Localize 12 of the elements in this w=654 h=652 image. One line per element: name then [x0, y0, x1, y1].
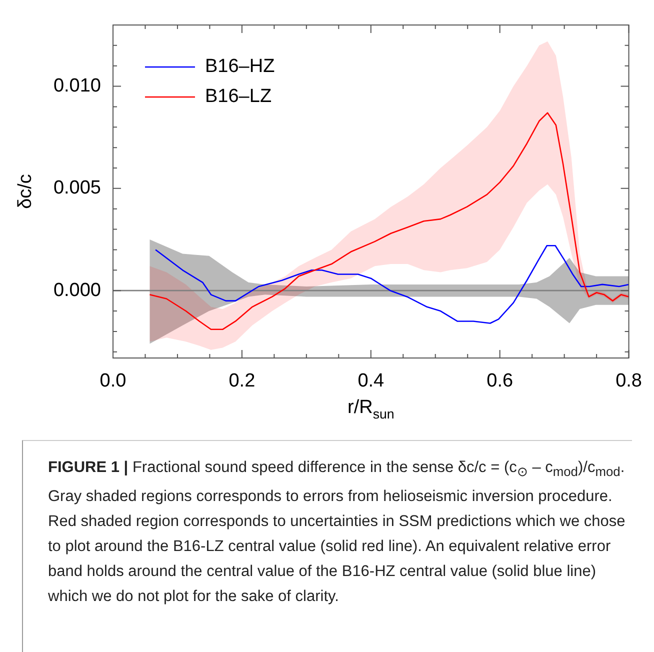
legend-label: B16–LZ — [205, 86, 272, 108]
y-tick-label: 0.005 — [53, 178, 101, 199]
x-tick-label: 0.6 — [486, 370, 514, 392]
legend-label: B16–HZ — [205, 56, 276, 78]
x-tick-label: 0.4 — [358, 370, 385, 392]
y-tick-label: 0.010 — [53, 76, 101, 97]
x-tick-label: 0.2 — [228, 370, 256, 392]
x-tick-label: 0.8 — [616, 370, 642, 392]
text: FIGURE 1 | Fractional sound speed difference in the sense δc/c = (c$_{⊙}$ – c$_{mod}$)/c$_{mod}$. Gray shaded regions corresponds to errors from helioseismic inversion procedure. Red shaded region corresponds to uncertainties in SSM predictions which we chose to plot around the B16-LZ central value (solid red line). An equivalent relative error band holds around the central value of the B16-HZ central value (solid blue line) which we do not plot for the sake of clarity. — [48, 459, 626, 606]
y-tick-label: 0.000 — [53, 280, 101, 301]
y-axis-title: δc/c — [15, 174, 36, 209]
x-tick-label: 0.0 — [100, 370, 126, 392]
